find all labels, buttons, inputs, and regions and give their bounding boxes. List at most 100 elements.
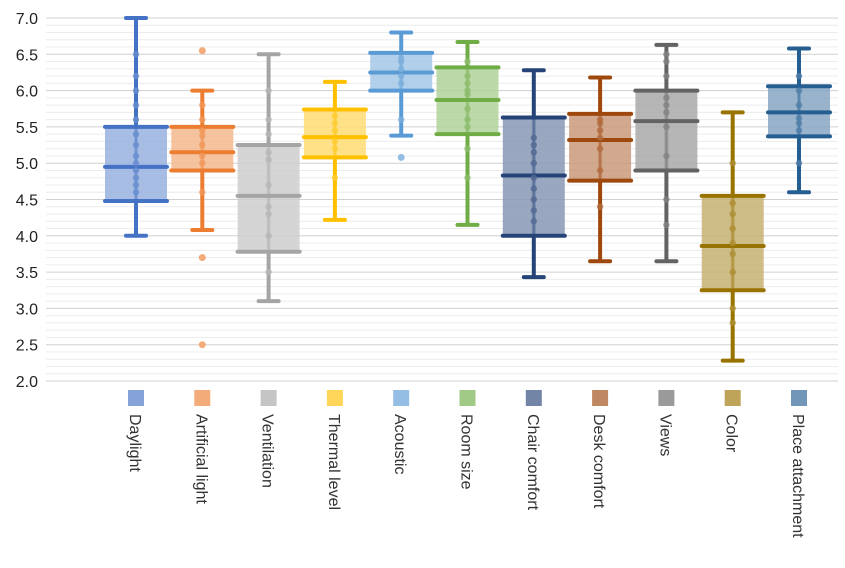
data-point: [729, 268, 736, 276]
data-point: [132, 72, 140, 80]
outlier-point: [198, 254, 206, 262]
data-point: [530, 196, 537, 203]
data-point: [663, 51, 670, 58]
legend-marker: [128, 390, 144, 406]
box-artificial-light: [169, 47, 236, 349]
data-point: [663, 221, 670, 229]
data-point: [464, 145, 471, 152]
data-point: [663, 123, 670, 131]
data-point: [596, 167, 604, 174]
data-point: [795, 87, 803, 94]
data-point: [729, 319, 736, 327]
box-ventilation: [235, 52, 302, 304]
data-point: [530, 160, 537, 167]
data-point: [464, 58, 471, 65]
data-point: [331, 112, 339, 120]
data-point: [596, 116, 604, 123]
y-tick-label: 6.5: [16, 47, 38, 64]
data-point: [199, 116, 206, 123]
data-point: [132, 189, 140, 196]
data-point: [795, 120, 803, 127]
data-point: [663, 101, 670, 109]
box-desk-comfort: [567, 75, 634, 264]
legend-marker: [326, 390, 343, 406]
data-point: [199, 152, 206, 160]
box-room-size: [434, 39, 501, 227]
data-point: [265, 156, 272, 163]
data-point: [596, 145, 604, 152]
y-tick-label: 3.0: [16, 301, 38, 318]
data-point: [132, 87, 140, 94]
data-point: [663, 72, 670, 80]
data-point: [132, 141, 140, 149]
category-label: Room size: [458, 414, 475, 490]
data-point: [464, 116, 471, 123]
data-point: [265, 149, 272, 156]
legend-marker: [459, 390, 476, 406]
y-tick-label: 2.5: [16, 338, 38, 355]
data-point: [331, 120, 339, 127]
legend-marker: [724, 390, 741, 406]
data-point: [729, 225, 736, 232]
data-point: [795, 160, 803, 167]
category-label: Artificial light: [192, 414, 209, 504]
data-point: [596, 127, 604, 134]
data-point: [795, 101, 803, 109]
data-point: [398, 65, 405, 73]
data-point: [795, 127, 803, 134]
y-tick-label: 3.5: [16, 265, 38, 282]
data-point: [729, 160, 736, 167]
data-point: [795, 114, 803, 122]
y-tick-label: 5.0: [16, 156, 38, 173]
data-point: [265, 130, 272, 138]
data-point: [132, 160, 140, 167]
box-daylight: [103, 16, 169, 238]
data-point: [464, 174, 471, 181]
data-point: [132, 167, 140, 174]
data-point: [530, 185, 537, 192]
legend-marker: [592, 390, 609, 406]
data-point: [464, 72, 471, 80]
data-point: [331, 138, 339, 145]
data-point: [663, 152, 670, 160]
legend-marker: [658, 390, 675, 406]
data-point: [132, 130, 140, 138]
data-point: [331, 145, 339, 152]
data-point: [199, 160, 206, 167]
data-point: [199, 127, 206, 134]
data-point: [596, 134, 604, 141]
y-tick-label: 6.0: [16, 84, 38, 101]
data-point: [663, 94, 670, 102]
legend-marker: [194, 390, 211, 406]
data-point: [132, 181, 140, 189]
data-point: [132, 101, 140, 109]
data-point: [530, 134, 537, 141]
data-point: [132, 51, 140, 58]
box-color: [699, 110, 766, 363]
legend-marker: [791, 390, 807, 406]
data-point: [265, 268, 272, 276]
category-label: Acoustic: [391, 414, 408, 474]
data-point: [663, 109, 670, 116]
y-tick-label: 4.0: [16, 229, 38, 246]
category-label: Views: [656, 414, 673, 456]
category-label: Place attachment: [789, 414, 806, 538]
y-tick-label: 7.0: [16, 11, 38, 28]
outlier-point: [198, 341, 206, 349]
category-label: Chair comfort: [524, 414, 541, 511]
data-point: [199, 132, 206, 139]
data-point: [729, 250, 736, 258]
category-label: Thermal level: [325, 414, 342, 510]
data-point: [398, 116, 405, 123]
data-point: [795, 72, 803, 80]
y-tick-label: 5.5: [16, 120, 38, 137]
box-chair-comfort: [500, 68, 567, 280]
data-point: [132, 152, 140, 160]
category-label: Color: [723, 414, 740, 453]
data-point: [398, 80, 405, 87]
data-point: [265, 87, 272, 94]
outlier-point: [397, 153, 405, 161]
data-point: [132, 116, 140, 123]
box-place-attachment: [766, 46, 832, 195]
